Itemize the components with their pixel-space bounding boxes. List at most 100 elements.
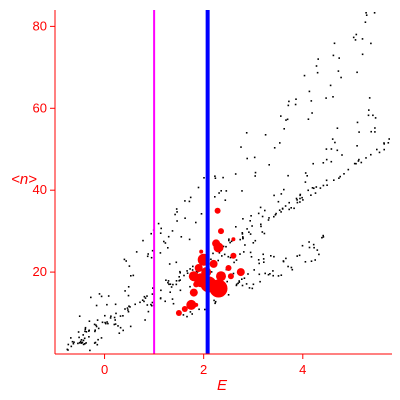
small-point <box>334 141 336 144</box>
small-point <box>272 274 274 277</box>
small-point <box>280 115 282 117</box>
y-axis-label: <n> <box>11 171 37 188</box>
small-point <box>288 100 290 103</box>
small-point <box>168 283 170 286</box>
small-point <box>368 97 371 99</box>
large-point <box>194 302 199 307</box>
small-point <box>314 192 317 194</box>
small-point <box>370 130 372 133</box>
small-point <box>118 332 121 334</box>
small-point <box>264 209 266 212</box>
small-point <box>224 199 227 201</box>
small-point <box>316 249 319 251</box>
small-point <box>280 211 282 213</box>
small-point <box>340 76 342 79</box>
small-point <box>336 149 339 152</box>
small-point <box>98 293 101 295</box>
small-point <box>277 275 280 277</box>
small-point <box>263 232 266 235</box>
small-point <box>287 265 289 268</box>
small-point <box>383 142 385 144</box>
small-point <box>248 231 250 233</box>
x-tick-label: 2 <box>200 362 207 377</box>
small-point <box>214 302 216 305</box>
small-point <box>310 194 312 196</box>
small-point <box>299 197 301 200</box>
y-tick-label: 80 <box>33 18 47 33</box>
small-point <box>332 96 334 98</box>
large-point <box>216 271 226 282</box>
small-point <box>78 315 81 317</box>
small-point <box>179 289 182 292</box>
small-point <box>312 243 315 246</box>
small-point <box>218 252 221 254</box>
small-point <box>267 219 270 221</box>
small-point <box>192 265 194 268</box>
small-point <box>200 213 203 215</box>
small-point <box>251 287 254 290</box>
small-point <box>144 319 146 321</box>
small-point <box>248 287 251 289</box>
small-point <box>307 189 309 192</box>
small-point <box>223 253 226 256</box>
small-point <box>254 175 256 177</box>
small-point <box>365 157 367 159</box>
small-point <box>94 341 97 344</box>
small-point <box>159 252 162 254</box>
small-point <box>330 160 333 163</box>
small-point <box>135 251 138 253</box>
small-point <box>147 253 149 255</box>
small-point <box>226 280 228 283</box>
small-point <box>93 323 96 326</box>
small-point <box>365 14 368 16</box>
small-point <box>174 213 176 216</box>
small-point <box>227 294 230 296</box>
small-point <box>240 146 242 148</box>
small-point <box>124 308 126 310</box>
small-point <box>283 188 285 191</box>
small-point <box>80 342 83 344</box>
large-point <box>213 242 224 253</box>
large-point <box>189 288 198 297</box>
small-point <box>310 260 313 262</box>
small-point <box>89 349 91 352</box>
y-tick-label: 40 <box>33 182 47 197</box>
small-point <box>312 162 314 165</box>
small-point <box>338 57 340 59</box>
small-point <box>270 255 272 257</box>
small-point <box>290 266 293 269</box>
small-point <box>94 329 96 331</box>
small-point <box>280 274 283 276</box>
small-point <box>101 321 104 324</box>
small-point <box>333 42 336 45</box>
small-point <box>252 242 255 244</box>
small-point <box>67 343 70 346</box>
small-point <box>151 249 154 252</box>
small-point <box>175 261 178 264</box>
small-point <box>243 251 245 253</box>
small-point <box>151 293 154 295</box>
large-point <box>181 306 188 312</box>
small-point <box>257 212 260 215</box>
small-point <box>134 303 136 306</box>
small-point <box>119 326 122 329</box>
small-point <box>319 187 322 189</box>
small-point <box>228 238 230 240</box>
small-point <box>175 283 178 286</box>
small-point <box>115 312 117 315</box>
small-point <box>124 290 126 292</box>
small-point <box>218 192 220 194</box>
small-point <box>286 118 289 121</box>
small-point <box>308 246 311 249</box>
small-point <box>189 196 192 199</box>
small-point <box>171 230 174 232</box>
small-point <box>143 300 145 303</box>
small-point <box>325 158 328 161</box>
small-point <box>180 236 183 238</box>
small-point <box>110 315 112 317</box>
small-point <box>250 215 252 217</box>
small-point <box>336 127 339 129</box>
small-point <box>370 153 372 156</box>
small-point <box>374 117 377 119</box>
small-point <box>246 157 248 160</box>
